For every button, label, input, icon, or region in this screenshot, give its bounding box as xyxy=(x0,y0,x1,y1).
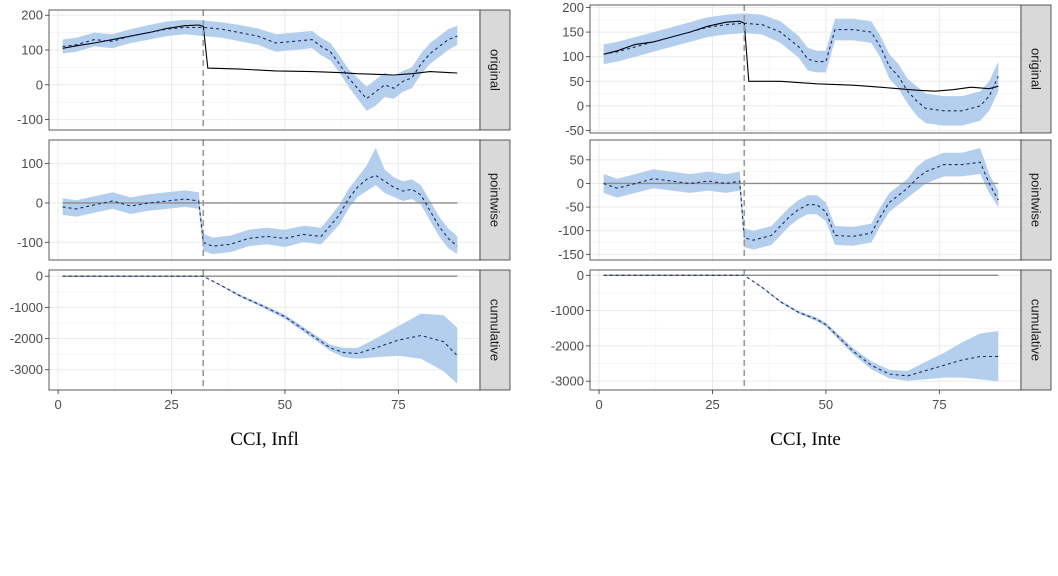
facet-strip-label: original xyxy=(488,49,503,91)
series-line-cumulative_effect xyxy=(62,275,458,357)
panel-pointwise: pointwise -150 -100 -50 0 50 xyxy=(558,139,1052,262)
y-tick-label: 200 xyxy=(21,8,43,23)
facet-strip xyxy=(479,9,511,131)
facet-strip xyxy=(479,139,511,261)
y-tick-label: -2000 xyxy=(10,331,43,346)
y-tick-label: 200 xyxy=(562,0,584,15)
confidence-band xyxy=(62,147,458,255)
y-tick-label: 100 xyxy=(21,156,43,171)
facet-strip xyxy=(1020,4,1052,134)
facet-strip-label: original xyxy=(1029,48,1044,90)
y-tick-label: -1000 xyxy=(10,300,43,315)
series-line-observed xyxy=(62,24,458,76)
y-tick-label: -1000 xyxy=(551,303,584,318)
y-tick-label: -50 xyxy=(565,123,584,138)
x-tick-label: 50 xyxy=(278,397,292,412)
confidence-band xyxy=(603,13,999,126)
y-tick-label: -2000 xyxy=(551,338,584,353)
y-tick-label: 0 xyxy=(577,98,584,113)
x-tick-label: 25 xyxy=(164,397,178,412)
y-tick-label: -50 xyxy=(565,200,584,215)
y-tick-label: -100 xyxy=(17,112,43,127)
facet-strip-label: pointwise xyxy=(1029,173,1044,227)
y-tick-label: 0 xyxy=(577,268,584,283)
y-tick-label: 0 xyxy=(36,195,43,210)
x-tick-label: 75 xyxy=(932,397,946,412)
confidence-band xyxy=(62,19,458,111)
confidence-band xyxy=(603,148,999,250)
y-tick-label: 0 xyxy=(36,269,43,284)
confidence-band xyxy=(603,275,999,382)
x-tick-label: 0 xyxy=(595,397,602,412)
facet-strip xyxy=(1020,269,1052,391)
panel-pointwise: pointwise -100 0 100 xyxy=(17,139,511,261)
panel-cumulative: cumulative -3000 -2000 -1000 0 0 25 50 75 xyxy=(10,269,511,412)
chart-cci-infl: original-1000100200pointwise-1000100cumu… xyxy=(10,8,511,450)
y-tick-label: 150 xyxy=(562,25,584,40)
y-tick-label: -100 xyxy=(558,223,584,238)
x-axis-title: CCI, Inte xyxy=(770,429,841,450)
series-line-predicted xyxy=(62,26,458,100)
panel-original: original -50 0 50 100 150 200 xyxy=(562,0,1052,138)
y-tick-label: -3000 xyxy=(551,374,584,389)
chart-cci-inte: original -50 0 50 100 150 200 pointwise -150 -100… xyxy=(551,0,1052,450)
series-line-predicted xyxy=(603,22,999,112)
y-tick-label: 0 xyxy=(577,176,584,191)
facet-strip-label: pointwise xyxy=(488,173,503,227)
panel-original: original -100 0 100 200 xyxy=(17,8,511,131)
facet-strip xyxy=(1020,139,1052,261)
y-tick-label: 0 xyxy=(36,77,43,92)
facet-strip xyxy=(479,269,511,391)
y-tick-label: 50 xyxy=(570,74,584,89)
x-tick-label: 75 xyxy=(391,397,405,412)
y-tick-label: -100 xyxy=(17,235,43,250)
panel-cumulative: cumulative -3000 -2000 -1000 0 0 25 50 75 xyxy=(551,268,1052,412)
y-tick-label: -150 xyxy=(558,247,584,262)
confidence-band xyxy=(62,276,458,384)
y-tick-label: 100 xyxy=(562,49,584,64)
x-tick-label: 25 xyxy=(705,397,719,412)
x-tick-label: 0 xyxy=(54,397,61,412)
series-line-effect xyxy=(603,161,999,241)
facet-strip-label: cumulative xyxy=(488,299,503,361)
series-line-effect xyxy=(62,174,458,247)
x-tick-label: 50 xyxy=(819,397,833,412)
y-tick-label: 100 xyxy=(21,43,43,58)
y-tick-label: -3000 xyxy=(10,362,43,377)
facet-strip-label: cumulative xyxy=(1029,299,1044,361)
x-axis-title: CCI, Infl xyxy=(230,429,299,450)
y-tick-label: 50 xyxy=(570,152,584,167)
